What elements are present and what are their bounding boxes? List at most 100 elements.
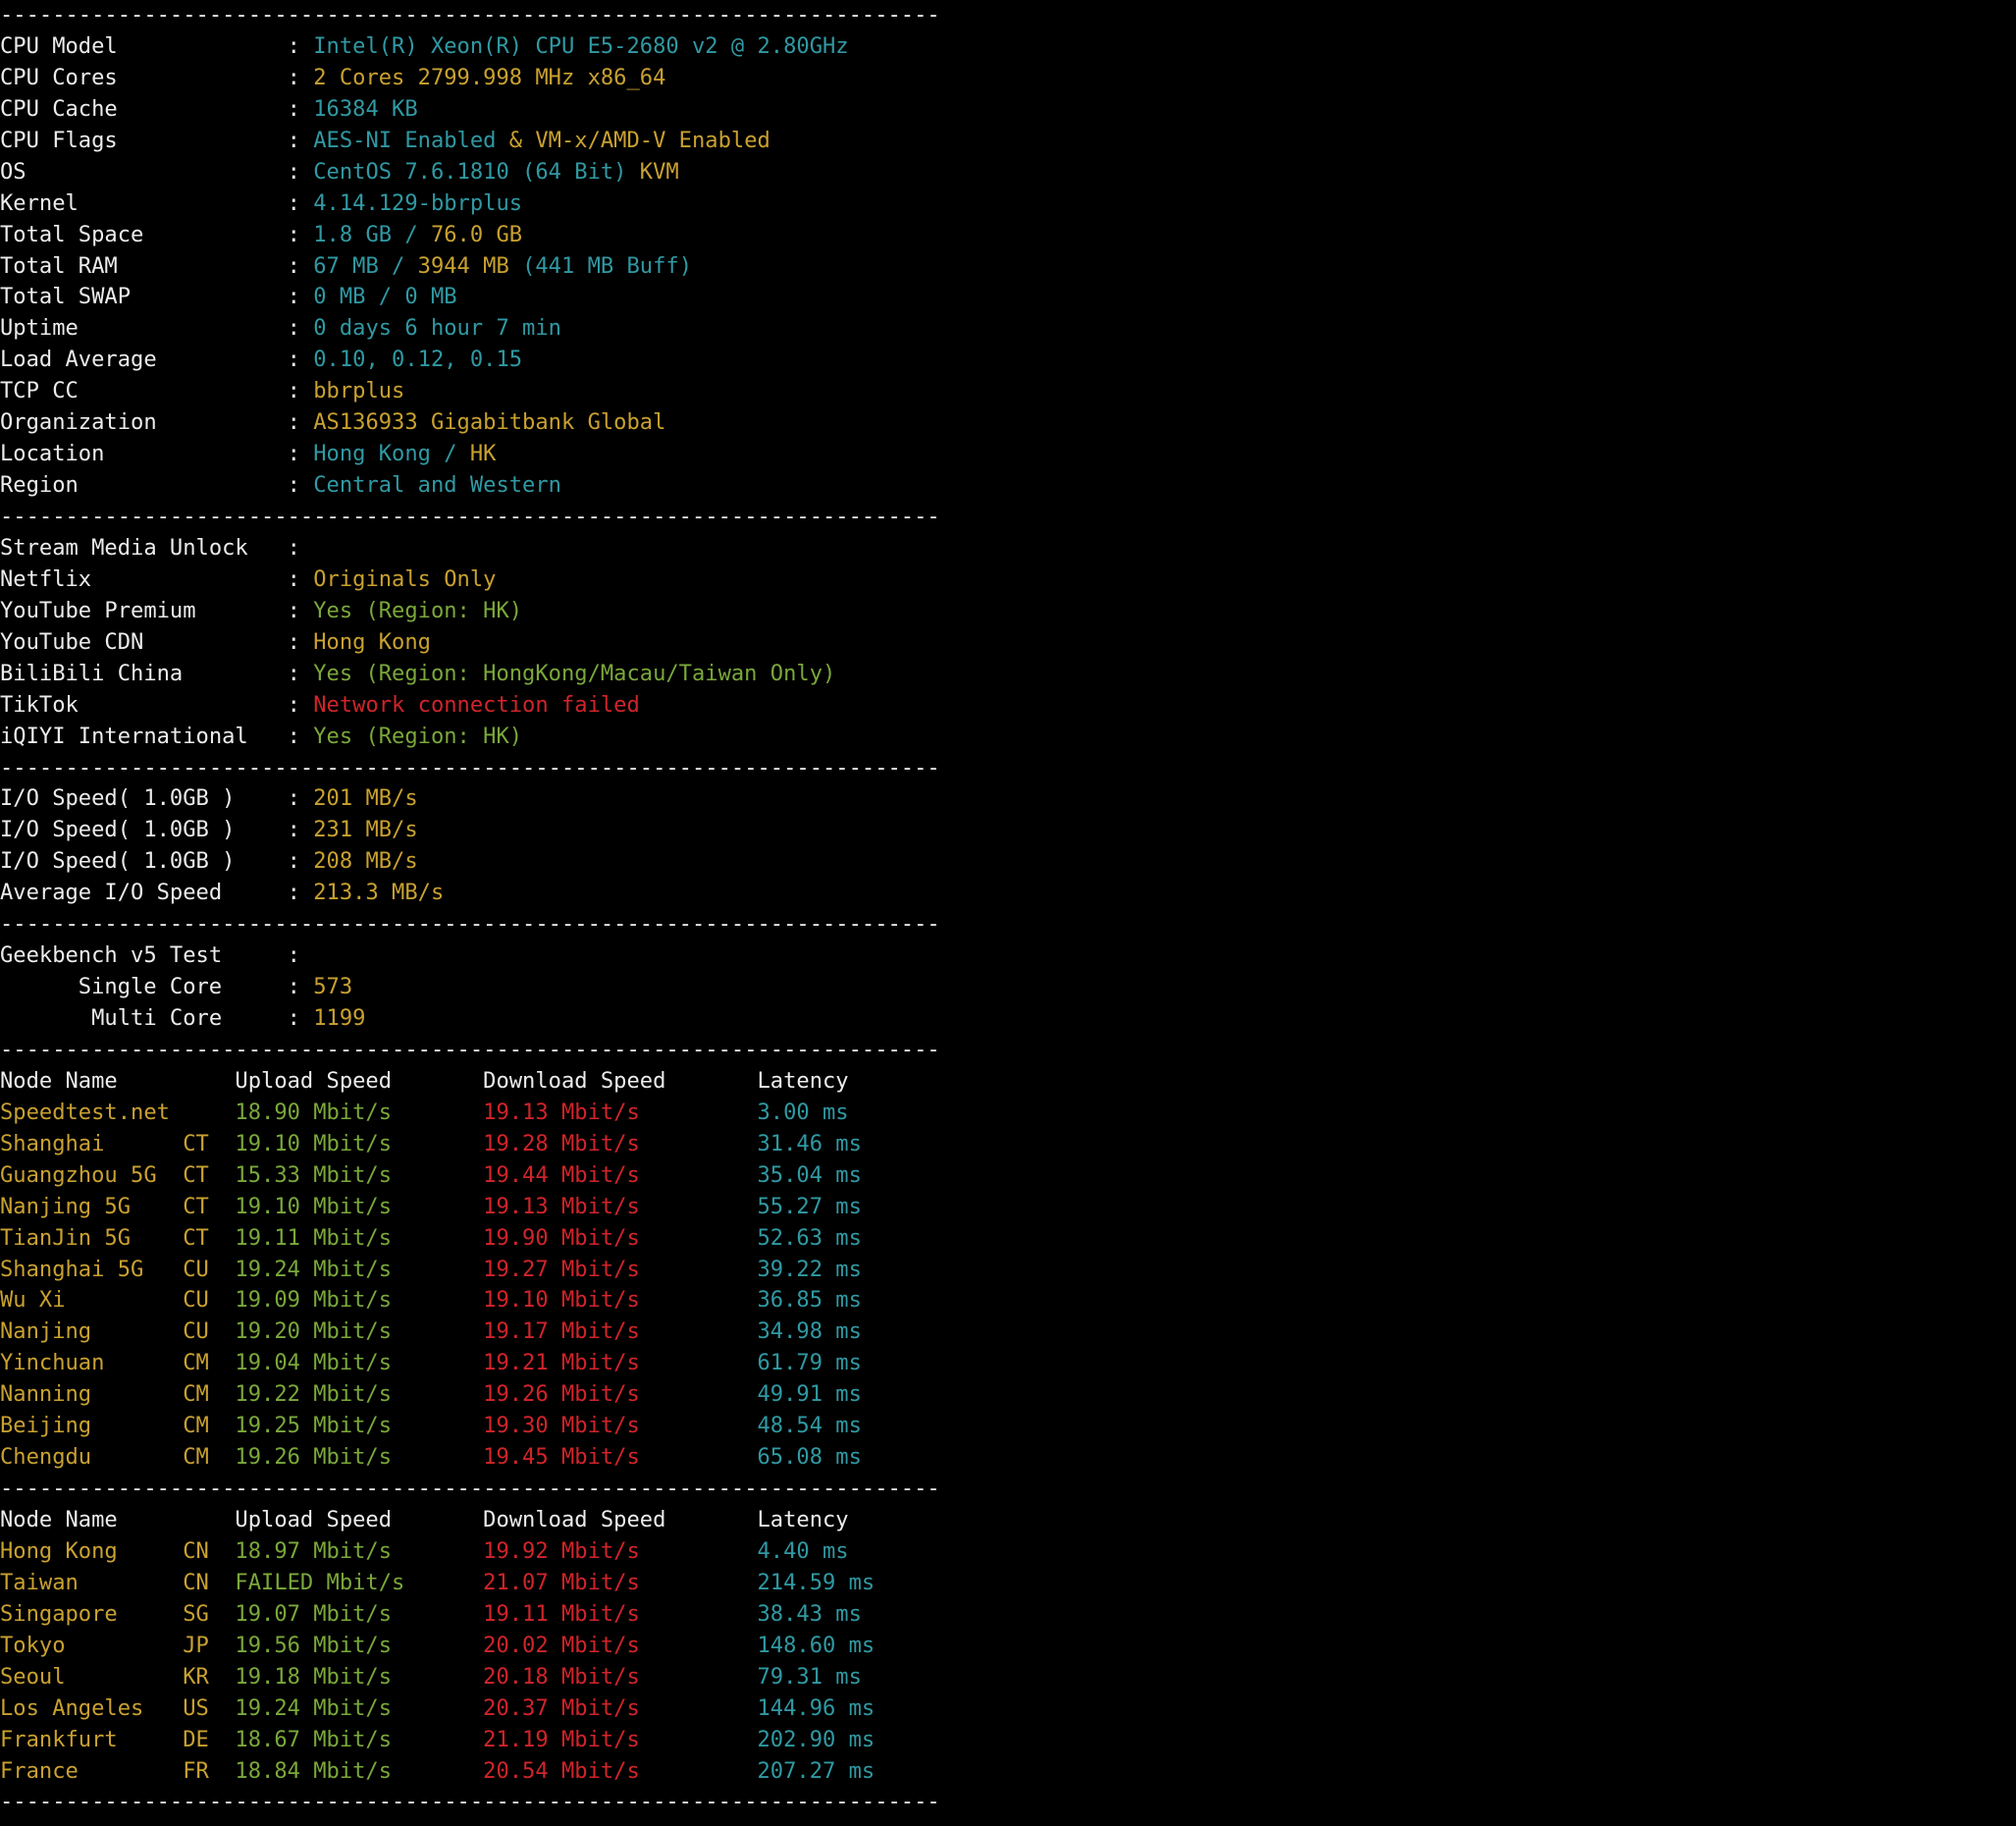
row-key: CPU Cache [0, 95, 118, 122]
value-segment: 1.8 GB / [313, 221, 418, 247]
row-value: 67 MB / 3944 MB (441 MB Buff) [313, 251, 692, 283]
value-segment: 208 MB/s [313, 848, 418, 875]
terminal-line: Los Angeles US 19.24 Mbit/s 20.37 Mbit/s 144… [0, 1693, 2016, 1725]
value-segment: 201 MB/s [313, 785, 418, 812]
terminal-line: Total SWAP:0 MB / 0 MB [0, 282, 2016, 313]
terminal-line: Organization: AS136933 Gigabitbank Global [0, 407, 2016, 439]
terminal-line: ----------------------------------------… [0, 753, 2016, 784]
row-key: I/O Speed( 1.0GB ) [0, 848, 236, 875]
row-key: CPU Model [0, 32, 118, 59]
row-key: Load Average [0, 347, 157, 373]
row-value: Intel(R) Xeon(R) CPU E5-2680 v2 @ 2.80GH… [313, 31, 848, 63]
terminal-line: I/O Speed( 1.0GB ):201 MB/s [0, 783, 2016, 815]
value-segment: 0.10, 0.12, 0.15 [313, 347, 523, 373]
row-key: I/O Speed( 1.0GB ) [0, 785, 236, 812]
speed-latency: 4.40 ms [757, 1537, 849, 1564]
colon: : [287, 1005, 300, 1031]
colon: : [287, 284, 300, 310]
row-key: Organization [0, 409, 157, 436]
speed-node: Seoul [0, 1663, 66, 1690]
colon: : [287, 409, 300, 436]
speed-download: 20.02 Mbit/s [483, 1632, 640, 1658]
separator: ----------------------------------------… [0, 1789, 940, 1815]
terminal-line: Nanning CM 19.22 Mbit/s 19.26 Mbit/s 49.91 m… [0, 1379, 2016, 1411]
colon: : [287, 628, 300, 655]
row-value: Yes (Region: HongKong/Macau/Taiwan Only) [313, 659, 835, 690]
speed-node: France [0, 1757, 79, 1784]
terminal-line: Seoul KR 19.18 Mbit/s 20.18 Mbit/s 79.31 ms [0, 1662, 2016, 1693]
speed-isp: CN [183, 1537, 209, 1564]
speed-isp: CM [183, 1350, 209, 1376]
terminal-line: OS: CentOS 7.6.1810 (64 Bit) KVM [0, 157, 2016, 188]
speed-isp: SG [183, 1600, 209, 1627]
row-value: 1.8 GB / 76.0 GB [313, 220, 522, 251]
speed-isp: CM [183, 1381, 209, 1408]
speed-isp: CT [183, 1161, 209, 1188]
speed-download: 19.13 Mbit/s [483, 1099, 640, 1125]
row-key: Total SWAP [0, 284, 132, 310]
terminal-line: Average I/O Speed:213.3 MB/s [0, 878, 2016, 909]
value-segment: Network connection failed [313, 691, 640, 718]
value-segment: Originals Only [313, 565, 497, 592]
speed-upload: 18.67 Mbit/s [235, 1726, 393, 1752]
speed-upload: 18.90 Mbit/s [235, 1099, 393, 1125]
speed-download: 19.21 Mbit/s [483, 1350, 640, 1376]
speed-upload: 19.26 Mbit/s [235, 1444, 393, 1471]
terminal-line: CPU Flags: AES-NI Enabled & VM-x/AMD-V Ena… [0, 126, 2016, 157]
terminal-line: France FR 18.84 Mbit/s 20.54 Mbit/s 207.27 m… [0, 1756, 2016, 1788]
speed-download: 20.37 Mbit/s [483, 1694, 640, 1721]
separator: ----------------------------------------… [0, 754, 940, 780]
speed-upload: 19.24 Mbit/s [235, 1694, 393, 1721]
speed-isp: CM [183, 1444, 209, 1471]
row-value: CentOS 7.6.1810 (64 Bit) KVM [313, 157, 678, 188]
speed-upload: 19.07 Mbit/s [235, 1600, 393, 1627]
speed-latency: 55.27 ms [757, 1193, 862, 1219]
row-value: Central and Western [313, 470, 561, 502]
speed-download: 19.26 Mbit/s [483, 1381, 640, 1408]
table-header: Latency [757, 1507, 849, 1532]
terminal-line: I/O Speed( 1.0GB ):231 MB/s [0, 815, 2016, 846]
speed-latency: 36.85 ms [757, 1287, 862, 1314]
speed-isp: JP [183, 1632, 209, 1658]
row-key: TCP CC [0, 378, 79, 404]
row-key: Netflix [0, 565, 92, 592]
value-segment: 573 [313, 974, 353, 1000]
table-header: Download Speed [483, 1507, 666, 1532]
terminal-line: ----------------------------------------… [0, 1474, 2016, 1505]
colon: : [287, 378, 300, 404]
separator: ----------------------------------------… [0, 1476, 940, 1502]
terminal-line: Node Name Upload Speed Download Speed Laten… [0, 1505, 2016, 1536]
terminal-line: TianJin 5G CT 19.11 Mbit/s 19.90 Mbit/s 52.6… [0, 1223, 2016, 1255]
terminal-line: Nanjing 5G CT 19.10 Mbit/s 19.13 Mbit/s 55.2… [0, 1192, 2016, 1223]
terminal-line: CPU Cache:16384 KB [0, 94, 2016, 126]
speed-node: Shanghai 5G [0, 1256, 144, 1282]
speed-node: Nanjing [0, 1318, 92, 1345]
speed-upload: 19.04 Mbit/s [235, 1350, 393, 1376]
terminal-line: ----------------------------------------… [0, 502, 2016, 533]
row-value: 201 MB/s [313, 783, 417, 815]
speed-download: 19.28 Mbit/s [483, 1130, 640, 1156]
row-key: BiliBili China [0, 660, 184, 686]
value-segment: 1199 [313, 1005, 366, 1031]
row-key: TikTok [0, 691, 79, 718]
speed-latency: 49.91 ms [757, 1381, 862, 1408]
value-segment: AS136933 Gigabitbank Global [313, 409, 666, 436]
terminal-line: I/O Speed( 1.0GB ):208 MB/s [0, 846, 2016, 878]
speed-download: 19.11 Mbit/s [483, 1600, 640, 1627]
terminal-line: Wu Xi CU 19.09 Mbit/s 19.10 Mbit/s 36.85 ms [0, 1285, 2016, 1316]
row-value: Network connection failed [313, 690, 640, 722]
speed-upload: FAILED Mbit/s [235, 1569, 405, 1595]
speed-latency: 34.98 ms [757, 1318, 862, 1345]
colon: : [287, 64, 300, 90]
speed-download: 19.30 Mbit/s [483, 1413, 640, 1439]
table-header: Download Speed [483, 1067, 666, 1094]
terminal-line: CPU Cores:2 Cores 2799.998 MHz x86_64 [0, 63, 2016, 94]
speed-upload: 19.24 Mbit/s [235, 1256, 393, 1282]
value-segment: HK [469, 441, 497, 467]
speed-node: Speedtest.net [0, 1099, 170, 1125]
value-segment: 213.3 MB/s [313, 880, 445, 906]
value-segment: CentOS 7.6.1810 (64 Bit) [313, 158, 627, 185]
speed-latency: 214.59 ms [757, 1569, 875, 1595]
terminal-line: Uptime:0 days 6 hour 7 min [0, 313, 2016, 345]
